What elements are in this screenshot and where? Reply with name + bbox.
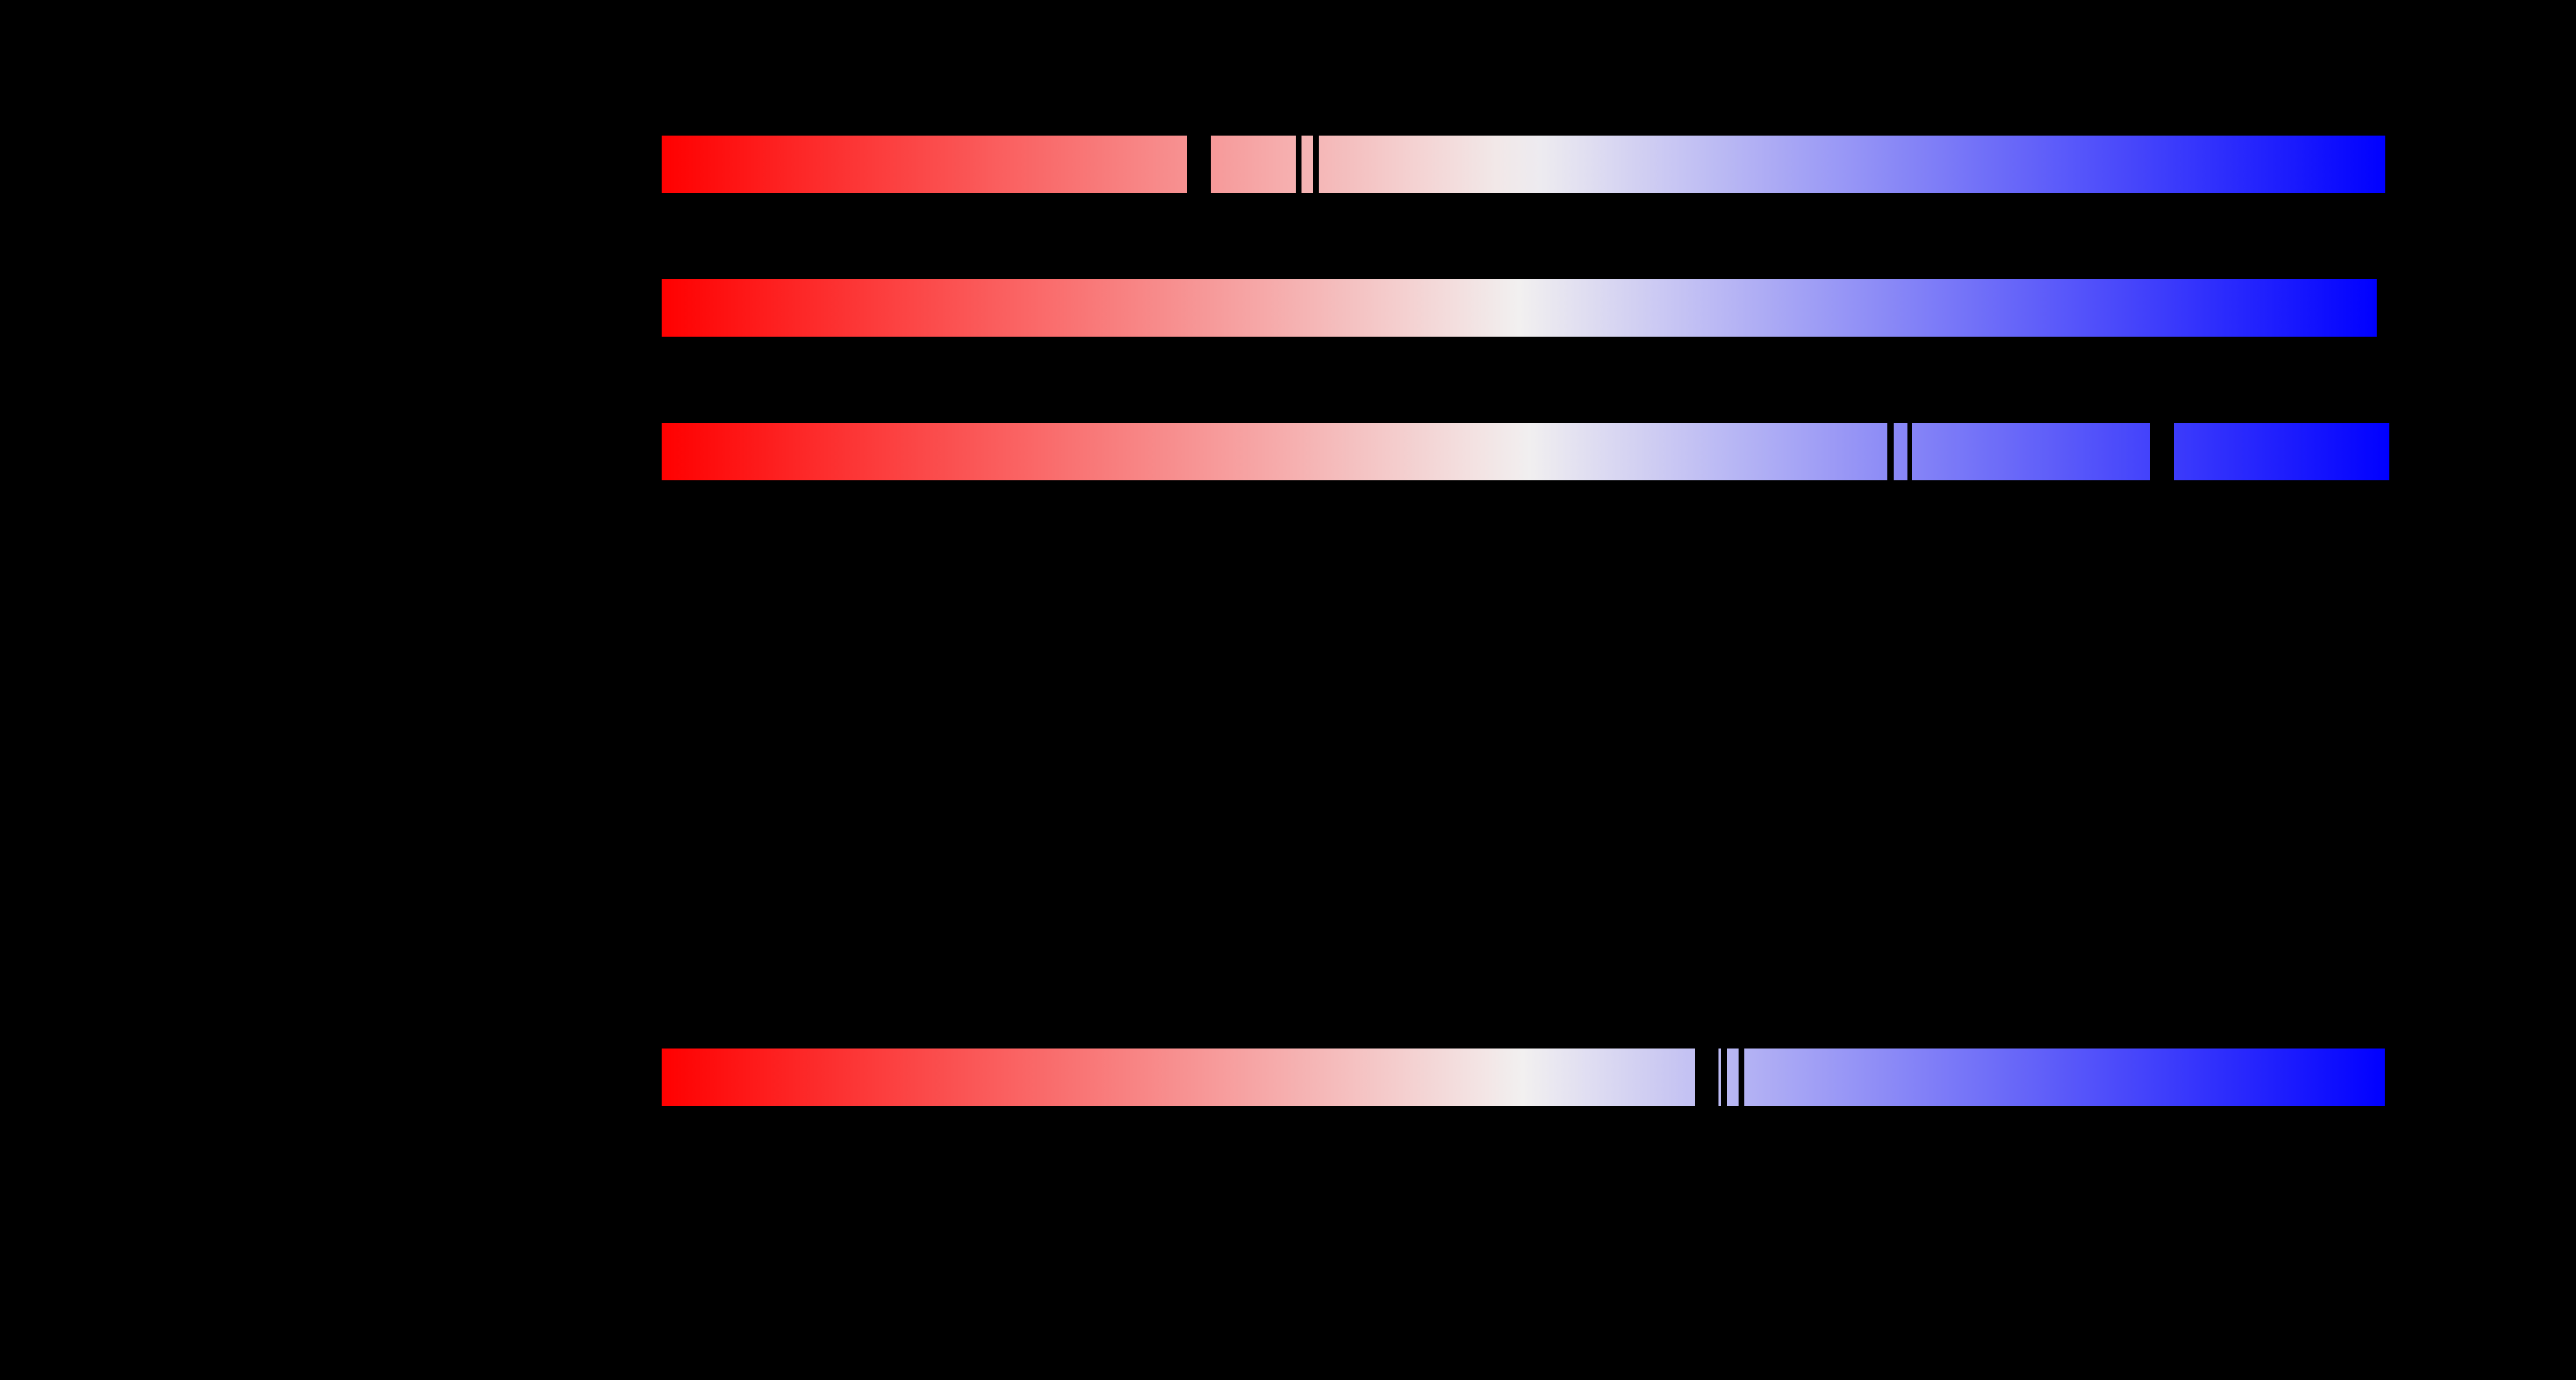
colorbar-track-2 xyxy=(0,279,2385,337)
colorbar-segment xyxy=(662,136,1187,193)
colorbar-segment xyxy=(1912,423,2150,480)
colorbar-segment xyxy=(1301,136,1313,193)
colorbar-segment xyxy=(2174,423,2389,480)
colorbar-segment xyxy=(1211,136,1296,193)
colorbar-segment xyxy=(1319,136,2385,193)
colorbar-segment xyxy=(1744,1049,2385,1106)
colorbar-track-4 xyxy=(0,1049,2385,1106)
colorbar-segment xyxy=(1727,1049,1739,1106)
colorbar-segment xyxy=(662,279,2377,337)
colorbar-track-3 xyxy=(0,423,2389,480)
colorbar-segment xyxy=(662,1049,1695,1106)
colorbar-segment xyxy=(1894,423,1907,480)
colorbar-track-1 xyxy=(0,136,2385,193)
colorbar-segment xyxy=(1718,1049,1721,1106)
colorbar-segment xyxy=(662,423,1887,480)
